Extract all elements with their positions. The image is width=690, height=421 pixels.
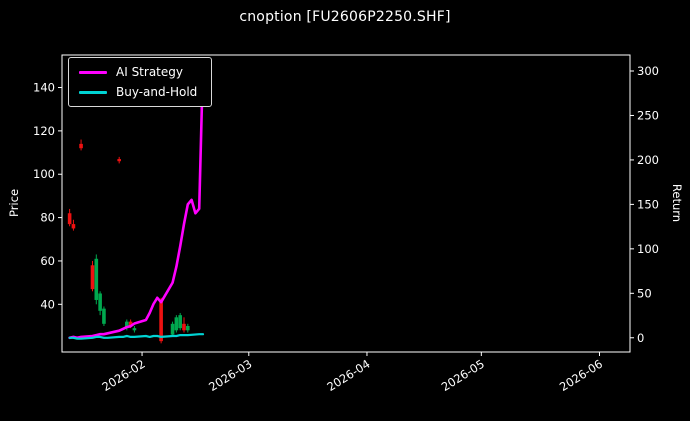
chart-title: cnoption [FU2606P2250.SHF] xyxy=(239,9,451,25)
y-tick-label-right: 200 xyxy=(637,153,659,167)
candle-body xyxy=(170,323,175,335)
legend-label-buy-and-hold: Buy-and-Hold xyxy=(116,85,198,99)
candle-body xyxy=(185,325,190,331)
candle-body xyxy=(159,299,163,342)
series-line-buy-and-hold xyxy=(68,333,205,340)
candle-body xyxy=(79,143,83,149)
legend-item-ai-strategy: AI Strategy xyxy=(79,66,197,78)
legend-label-ai-strategy: AI Strategy xyxy=(116,65,183,79)
candle-body xyxy=(90,265,95,290)
candle-body xyxy=(178,315,182,329)
y-tick-label-right: 100 xyxy=(637,242,659,256)
plot-border xyxy=(61,54,631,353)
y-tick-label-left: 60 xyxy=(40,254,55,268)
y-tick-label-right: 50 xyxy=(637,286,652,300)
y-tick-label-right: 150 xyxy=(637,197,659,211)
candle-body xyxy=(67,213,72,225)
candle-body xyxy=(94,258,99,300)
y-tick-label-right: 300 xyxy=(637,64,659,78)
y-tick-label-left: 120 xyxy=(33,124,55,138)
x-tick-label: 2026-02 xyxy=(99,357,147,394)
legend-item-buy-and-hold: Buy-and-Hold xyxy=(79,86,197,98)
candle-body xyxy=(125,321,129,329)
x-tick-label: 2026-06 xyxy=(557,357,605,394)
series-line-ai-strategy xyxy=(68,60,205,340)
candle-body xyxy=(98,293,102,311)
x-tick-label: 2026-04 xyxy=(324,357,372,394)
y-tick-label-left: 140 xyxy=(33,81,55,95)
x-tick-label: 2026-03 xyxy=(206,357,254,394)
candle-body xyxy=(128,321,133,326)
y-tick-label-right: 250 xyxy=(637,108,659,122)
candle-body xyxy=(174,317,179,331)
legend-swatch-ai-strategy xyxy=(79,70,107,74)
y-tick-label-left: 100 xyxy=(33,167,55,181)
y-tick-label-right: 0 xyxy=(637,331,644,345)
candle-body xyxy=(182,323,186,331)
y-tick-label-left: 80 xyxy=(40,211,55,225)
candle-body xyxy=(132,328,137,331)
candle-body xyxy=(102,308,106,324)
candle-body xyxy=(117,159,121,162)
legend: AI Strategy Buy-and-Hold xyxy=(68,57,213,107)
legend-swatch-buy-and-hold xyxy=(79,90,107,94)
x-tick-label: 2026-05 xyxy=(439,357,487,394)
candle-body xyxy=(71,224,76,229)
y-tick-label-left: 40 xyxy=(40,297,55,311)
